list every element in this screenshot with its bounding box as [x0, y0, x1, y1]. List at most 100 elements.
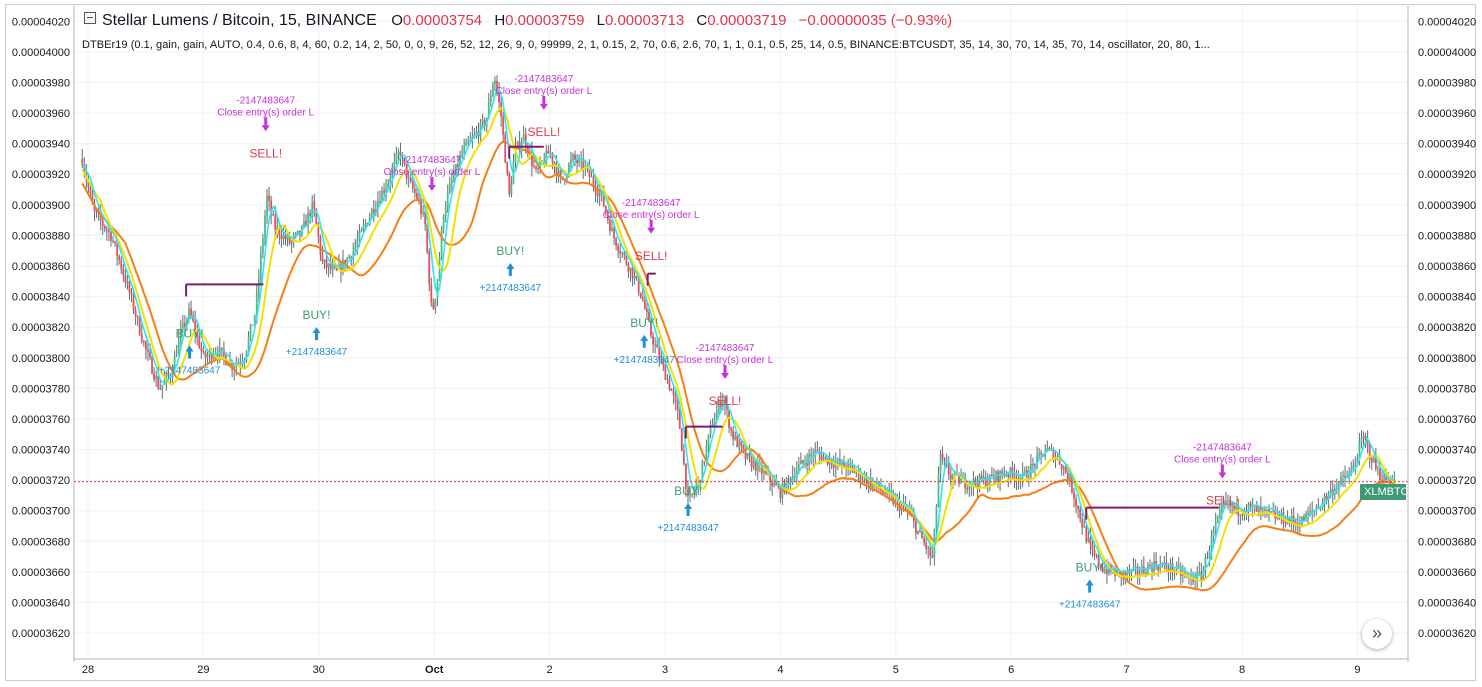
sell-arrow-icon	[427, 184, 436, 191]
candle-body	[118, 256, 121, 261]
study-legend[interactable]: DTBEr19 (0.1, gain, gain, AUTO, 0.4, 0.6…	[82, 39, 1210, 51]
candle-body	[407, 177, 410, 179]
candle-body	[313, 201, 316, 210]
candle-body	[1379, 468, 1381, 481]
candle-body	[317, 224, 320, 238]
candle-body	[368, 216, 371, 224]
candle-body	[1272, 511, 1275, 513]
candle-body	[409, 177, 412, 182]
candle-body	[1046, 448, 1049, 452]
candle-body	[767, 473, 769, 475]
candle-body	[590, 176, 593, 178]
sell-signal-label: SELL!	[635, 249, 668, 263]
candle-body	[463, 146, 466, 154]
candle-body	[709, 424, 712, 435]
candle-body	[921, 531, 923, 539]
symbol-price-tag: XLMBTC	[1360, 484, 1406, 500]
x-tick-label: 5	[893, 664, 899, 676]
candle-body	[847, 462, 850, 470]
candle-body	[625, 255, 628, 265]
candle-body	[452, 174, 455, 180]
candle-body	[908, 510, 911, 514]
candle-body	[364, 223, 367, 226]
y-tick-label-left: 0.00003860	[12, 261, 70, 273]
collapse-icon[interactable]	[84, 12, 96, 24]
candle-body	[1393, 481, 1396, 486]
candle-body	[436, 279, 439, 300]
candle-body	[335, 267, 338, 270]
y-tick-label-right: 0.00003680	[1418, 536, 1476, 548]
candle-body	[865, 476, 868, 485]
candle-body	[264, 216, 266, 239]
y-tick-label-right: 0.00003700	[1418, 506, 1476, 518]
candle-body	[738, 441, 741, 448]
candle-body	[859, 470, 862, 481]
candle-body	[1179, 567, 1182, 577]
y-tick-label-right: 0.00003740	[1418, 445, 1476, 457]
candle-body	[487, 102, 490, 119]
candle-body	[777, 485, 780, 488]
candle-body	[882, 490, 884, 493]
candle-body	[643, 300, 646, 309]
candle-body	[1231, 505, 1234, 507]
candle-body	[108, 230, 110, 232]
candle-body	[1225, 501, 1227, 503]
candle-body	[253, 315, 256, 325]
x-tick-label: Oct	[425, 664, 444, 676]
candle-body	[471, 136, 474, 140]
y-tick-label-left: 0.00003640	[12, 597, 70, 609]
candle-body	[1003, 474, 1006, 476]
candle-body	[980, 475, 983, 481]
candle-body	[266, 195, 268, 217]
candle-body	[1309, 510, 1312, 515]
candle-body	[136, 316, 139, 318]
candle-body	[680, 428, 683, 452]
candle-body	[385, 188, 388, 193]
candle-body	[227, 364, 229, 366]
candle-body	[732, 430, 735, 440]
candle-body	[660, 359, 663, 361]
candle-body	[218, 347, 221, 356]
y-tick-label-right: 0.00003880	[1418, 230, 1476, 242]
candle-body	[120, 260, 123, 270]
candle-body	[1007, 474, 1010, 477]
sell-arrow-stem	[542, 95, 546, 104]
candle-body	[1052, 449, 1055, 461]
candle-body	[884, 492, 886, 494]
candle-body	[974, 478, 977, 484]
candle-body	[1253, 505, 1256, 507]
y-tick-label-right: 0.00003720	[1418, 475, 1476, 487]
candle-body	[549, 152, 552, 154]
candle-body	[251, 324, 254, 326]
candle-body	[399, 151, 402, 159]
candle-body	[288, 236, 291, 244]
candle-body	[787, 478, 790, 480]
candle-body	[1257, 506, 1260, 512]
candle-body	[637, 278, 640, 293]
candle-body	[1066, 472, 1069, 480]
candle-body	[280, 235, 283, 240]
buy-arrow-icon	[1085, 579, 1094, 586]
candle-body	[629, 267, 632, 272]
candle-body	[1210, 535, 1213, 551]
candle-body	[580, 158, 583, 160]
candle-body	[968, 485, 971, 490]
candle-body	[344, 259, 346, 266]
candle-body	[1325, 495, 1328, 500]
entry-order-qty: +2147483647	[657, 523, 719, 534]
candle-body	[284, 234, 287, 240]
candle-body	[1011, 467, 1014, 474]
candle-body	[89, 186, 92, 194]
candle-body	[960, 478, 962, 484]
candle-body	[841, 460, 843, 465]
candle-body	[95, 211, 98, 213]
x-tick-label: 8	[1239, 664, 1245, 676]
candle-body	[785, 478, 788, 493]
scroll-to-realtime-button[interactable]: »	[1362, 619, 1392, 649]
buy-signal-label: BUY!	[630, 316, 658, 330]
sell-signal-label: SELL!	[1206, 493, 1239, 507]
change-value: −0.00000035 (−0.93%)	[798, 12, 953, 29]
candle-body	[356, 240, 359, 247]
candle-body	[756, 462, 759, 472]
